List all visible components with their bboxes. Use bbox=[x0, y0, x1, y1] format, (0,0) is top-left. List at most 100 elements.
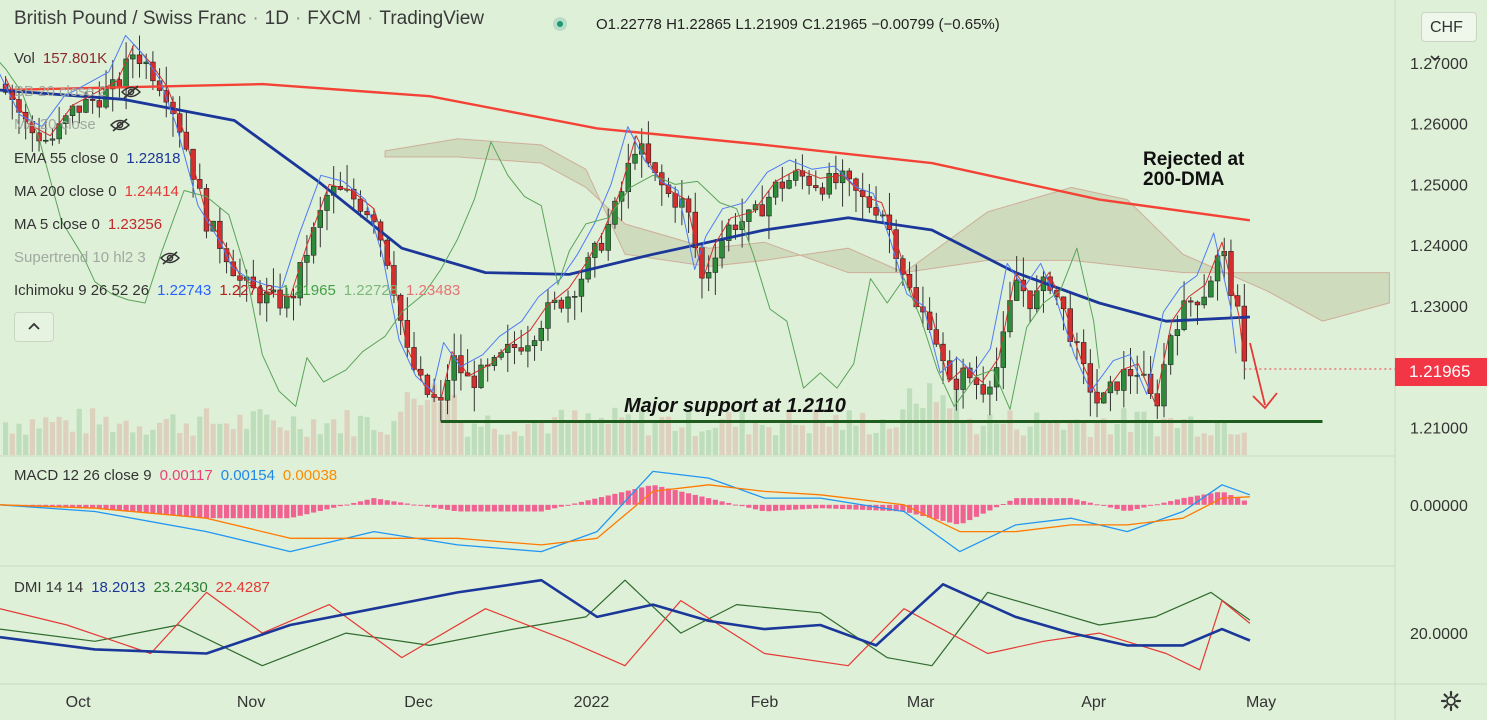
volume-bar bbox=[177, 432, 183, 455]
macd-histogram-bar bbox=[1235, 497, 1241, 505]
legend-hidden-ma[interactable]: MA 20 close bbox=[14, 116, 130, 133]
candle-body bbox=[304, 254, 310, 263]
macd-histogram-bar bbox=[56, 504, 62, 507]
volume-bar bbox=[485, 415, 491, 455]
volume-bar bbox=[310, 419, 317, 455]
volume-bar bbox=[29, 419, 35, 455]
volume-bar bbox=[552, 417, 558, 455]
volume-bar bbox=[143, 434, 149, 455]
volume-bar bbox=[786, 409, 792, 455]
macd-histogram-bar bbox=[143, 504, 149, 513]
volume-bar bbox=[123, 420, 129, 455]
legend-macd[interactable]: MACD 12 26 close 9 0.00117 0.00154 0.00038 bbox=[14, 467, 338, 484]
macd-histogram-bar bbox=[458, 504, 464, 512]
macd-histogram-bar bbox=[384, 500, 390, 505]
macd-histogram-bar bbox=[592, 498, 598, 505]
volume-bar bbox=[585, 413, 591, 455]
macd-histogram-bar bbox=[1027, 498, 1033, 505]
macd-histogram-bar bbox=[444, 504, 451, 510]
legend-vol[interactable]: Vol 157.801K bbox=[14, 50, 108, 67]
volume-bar bbox=[351, 436, 357, 455]
legend-dmi[interactable]: DMI 14 14 18.2013 23.2430 22.4287 bbox=[14, 579, 270, 596]
volume-bar bbox=[659, 417, 665, 455]
volume-bar bbox=[404, 392, 410, 455]
macd-histogram-bar bbox=[1154, 504, 1160, 506]
volume-bar bbox=[264, 414, 270, 455]
macd-histogram-bar bbox=[116, 504, 123, 511]
legend-ichimoku[interactable]: Ichimoku 9 26 52 26 1.22743 1.22713 1.21965… bbox=[14, 282, 461, 299]
macd-histogram-bar bbox=[679, 491, 685, 505]
volume-bar bbox=[605, 423, 611, 455]
legend-bb[interactable]: BB 20 close 2 bbox=[14, 83, 141, 100]
candle-body bbox=[752, 204, 759, 211]
macd-histogram-bar bbox=[83, 504, 89, 508]
volume-bar bbox=[277, 427, 283, 455]
candle-body bbox=[297, 262, 303, 299]
volume-bar bbox=[819, 420, 826, 455]
candle-body bbox=[357, 198, 364, 212]
annotation-support[interactable]: Major support at 1.2110 bbox=[624, 395, 846, 417]
macd-histogram-bar bbox=[893, 504, 899, 512]
macd-histogram-bar bbox=[732, 504, 739, 506]
currency-selector[interactable]: CHF bbox=[1421, 12, 1477, 62]
volume-bar bbox=[793, 424, 799, 455]
symbol-name[interactable]: British Pound / Swiss Franc bbox=[14, 8, 247, 29]
macd-histogram-bar bbox=[1208, 493, 1214, 505]
macd-histogram-bar bbox=[819, 504, 826, 509]
volume-bar bbox=[1228, 434, 1234, 455]
eye-off-icon[interactable] bbox=[159, 251, 180, 265]
macd-histogram-bar bbox=[1214, 492, 1221, 505]
gear-icon[interactable] bbox=[1440, 690, 1462, 712]
candle-body bbox=[1007, 300, 1013, 333]
legend-ema55[interactable]: EMA 55 close 0 1.22818 bbox=[14, 150, 181, 167]
candle-body bbox=[846, 170, 852, 180]
legend-supertrend[interactable]: Supertrend 10 hl2 3 bbox=[14, 249, 180, 266]
exchange: FXCM bbox=[307, 8, 362, 29]
time-tick-label: Oct bbox=[66, 694, 91, 711]
volume-bar bbox=[418, 405, 424, 455]
collapse-legend-button[interactable] bbox=[14, 312, 54, 342]
candle-body bbox=[732, 224, 739, 230]
candle-body bbox=[719, 240, 725, 259]
candle-body bbox=[203, 188, 210, 232]
volume-bar bbox=[940, 395, 946, 455]
macd-histogram-bar bbox=[545, 504, 551, 510]
volume-bar bbox=[458, 422, 464, 455]
volume-bar bbox=[337, 433, 343, 455]
volume-bar bbox=[190, 435, 196, 455]
ma200-line bbox=[0, 82, 1251, 222]
annotation-rejected[interactable]: Rejected at 200-DMA bbox=[1143, 149, 1245, 190]
macd-histogram-bar bbox=[69, 504, 76, 508]
eye-off-icon[interactable] bbox=[109, 118, 130, 132]
high-label: H bbox=[666, 16, 677, 33]
eye-off-icon[interactable] bbox=[120, 85, 141, 99]
volume-bar bbox=[76, 408, 82, 455]
interval[interactable]: 1D bbox=[264, 8, 289, 29]
volume-bar bbox=[1107, 434, 1114, 455]
candle-body bbox=[826, 173, 832, 195]
candle-body bbox=[638, 143, 645, 155]
macd-histogram-bar bbox=[953, 504, 960, 525]
candle-body bbox=[1167, 335, 1174, 365]
macd-histogram-bar bbox=[913, 504, 919, 515]
macd-histogram-bar bbox=[177, 504, 183, 516]
macd-histogram-bar bbox=[538, 504, 544, 512]
volume-bar bbox=[558, 409, 564, 455]
candle-body bbox=[605, 223, 611, 251]
volume-bar bbox=[692, 435, 698, 455]
macd-histogram-bar bbox=[1194, 495, 1201, 505]
volume-bar bbox=[531, 420, 538, 455]
candle-body bbox=[444, 379, 451, 401]
volume-bar bbox=[572, 410, 578, 455]
macd-histogram-bar bbox=[244, 504, 250, 519]
volume-bar bbox=[297, 428, 303, 455]
macd-histogram-bar bbox=[197, 504, 203, 518]
volume-bar bbox=[766, 427, 772, 455]
legend-ma5[interactable]: MA 5 close 0 1.23256 bbox=[14, 216, 163, 233]
legend-ma200[interactable]: MA 200 close 0 1.24414 bbox=[14, 183, 179, 200]
volume-bar bbox=[257, 409, 263, 455]
macd-histogram-bar bbox=[773, 504, 779, 511]
volume-bar bbox=[779, 423, 785, 455]
volume-bar bbox=[987, 414, 993, 455]
